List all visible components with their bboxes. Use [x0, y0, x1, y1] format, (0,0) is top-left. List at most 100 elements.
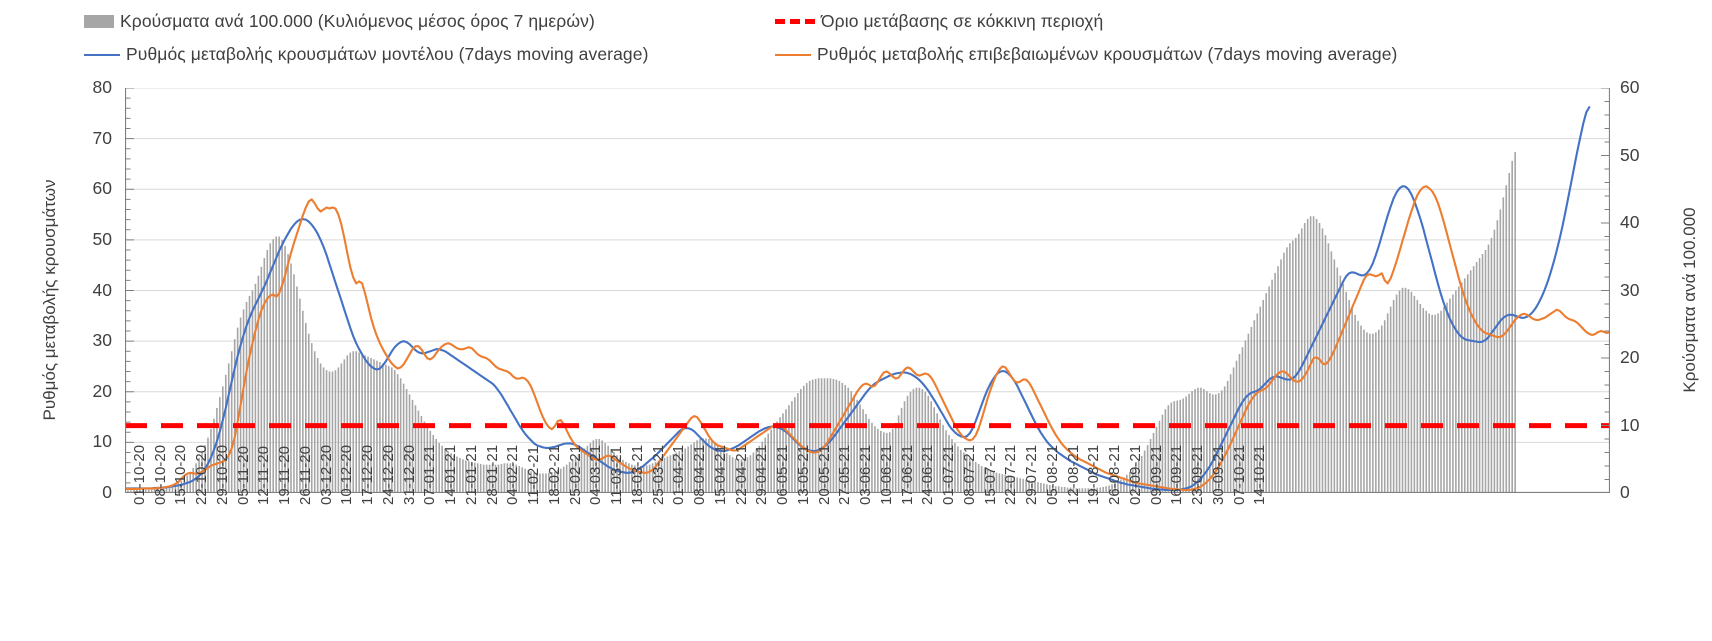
bar — [153, 488, 156, 493]
x-tick-label: 07-10-21 — [1230, 444, 1248, 505]
bar — [429, 430, 432, 493]
bar — [1114, 482, 1116, 493]
bar — [136, 489, 138, 493]
bar — [794, 397, 796, 493]
bar — [1129, 472, 1131, 493]
bar — [186, 475, 189, 493]
bar — [1247, 333, 1250, 493]
x-tick-label: 10-12-20 — [338, 444, 356, 505]
bar — [1209, 393, 1211, 493]
bar — [681, 449, 684, 493]
bar — [1333, 259, 1336, 493]
y-right-tick-label: 20 — [1620, 347, 1640, 367]
bar — [1265, 293, 1267, 493]
x-tick-label: 17-12-20 — [359, 444, 377, 505]
bar — [1309, 216, 1312, 493]
bar — [853, 395, 855, 493]
bar — [453, 455, 455, 493]
bar — [1010, 476, 1013, 493]
bar — [690, 444, 692, 493]
bar — [1375, 332, 1377, 493]
bar — [144, 489, 147, 493]
bar — [1339, 275, 1342, 493]
bar-swatch-icon — [84, 15, 114, 28]
bar — [337, 367, 340, 493]
bar — [539, 473, 541, 493]
bar — [1484, 250, 1487, 493]
bar — [1256, 313, 1259, 493]
bar — [1401, 287, 1404, 493]
bar — [912, 389, 915, 493]
bar — [779, 417, 781, 493]
bar — [1318, 223, 1321, 493]
bar — [897, 415, 900, 493]
bar — [1214, 394, 1217, 493]
bar — [672, 453, 675, 493]
bar — [559, 468, 562, 493]
bar — [1283, 252, 1285, 493]
y-left-tick-label: 50 — [92, 228, 112, 249]
bar — [862, 409, 864, 493]
bar — [660, 459, 663, 493]
x-tick-label: 03-06-21 — [857, 444, 875, 505]
bar — [1226, 380, 1229, 493]
bar — [349, 352, 352, 493]
bar — [248, 295, 251, 493]
bar — [841, 382, 844, 493]
x-tick-label: 29-10-20 — [213, 444, 231, 505]
bar — [227, 363, 230, 493]
bar — [551, 472, 553, 493]
bar — [1019, 478, 1021, 493]
bar — [257, 275, 260, 493]
bar — [1081, 488, 1084, 493]
bar — [1493, 229, 1496, 493]
bar — [767, 433, 770, 493]
bar — [159, 488, 162, 493]
x-tick-label: 25-03-21 — [649, 444, 667, 505]
bar — [254, 283, 257, 493]
gridlines — [125, 88, 1610, 493]
bar — [1366, 332, 1368, 493]
bar — [1105, 486, 1107, 493]
bar — [141, 489, 144, 493]
bar — [883, 432, 885, 493]
bar — [1043, 483, 1045, 493]
bar — [367, 356, 369, 493]
x-tick-label: 27-05-21 — [836, 444, 854, 505]
x-tick-label: 07-01-21 — [421, 444, 439, 505]
bar — [399, 378, 402, 493]
bar — [1452, 294, 1454, 493]
bar — [805, 382, 808, 493]
bar — [456, 456, 458, 493]
bar — [1140, 455, 1143, 493]
line-series-model-rate — [125, 106, 1591, 492]
bar — [1354, 314, 1356, 493]
bar — [1297, 233, 1300, 493]
bar — [500, 463, 503, 493]
bar — [1475, 262, 1478, 493]
x-tick-label: 25-02-21 — [566, 444, 584, 505]
bar — [1004, 474, 1007, 493]
bar — [296, 286, 298, 493]
x-tick-label: 10-06-21 — [877, 444, 895, 505]
bar — [1161, 414, 1164, 493]
bar — [722, 450, 725, 493]
bar — [749, 455, 752, 493]
bar — [408, 394, 411, 493]
bar — [1155, 426, 1158, 493]
bar — [1025, 479, 1027, 493]
x-tick-label: 01-10-20 — [131, 444, 148, 505]
bar — [705, 438, 707, 493]
x-tick-label: 19-11-20 — [276, 446, 294, 505]
bar — [1170, 402, 1173, 493]
bar — [924, 391, 927, 493]
x-tick-label: 20-05-21 — [815, 444, 833, 505]
y-left-tick-label: 30 — [92, 330, 112, 351]
bar — [465, 460, 467, 493]
bar — [545, 473, 547, 493]
bar — [1075, 488, 1078, 493]
bar — [388, 366, 390, 493]
bar — [909, 391, 912, 493]
bar — [1028, 480, 1030, 493]
bar — [725, 453, 728, 493]
